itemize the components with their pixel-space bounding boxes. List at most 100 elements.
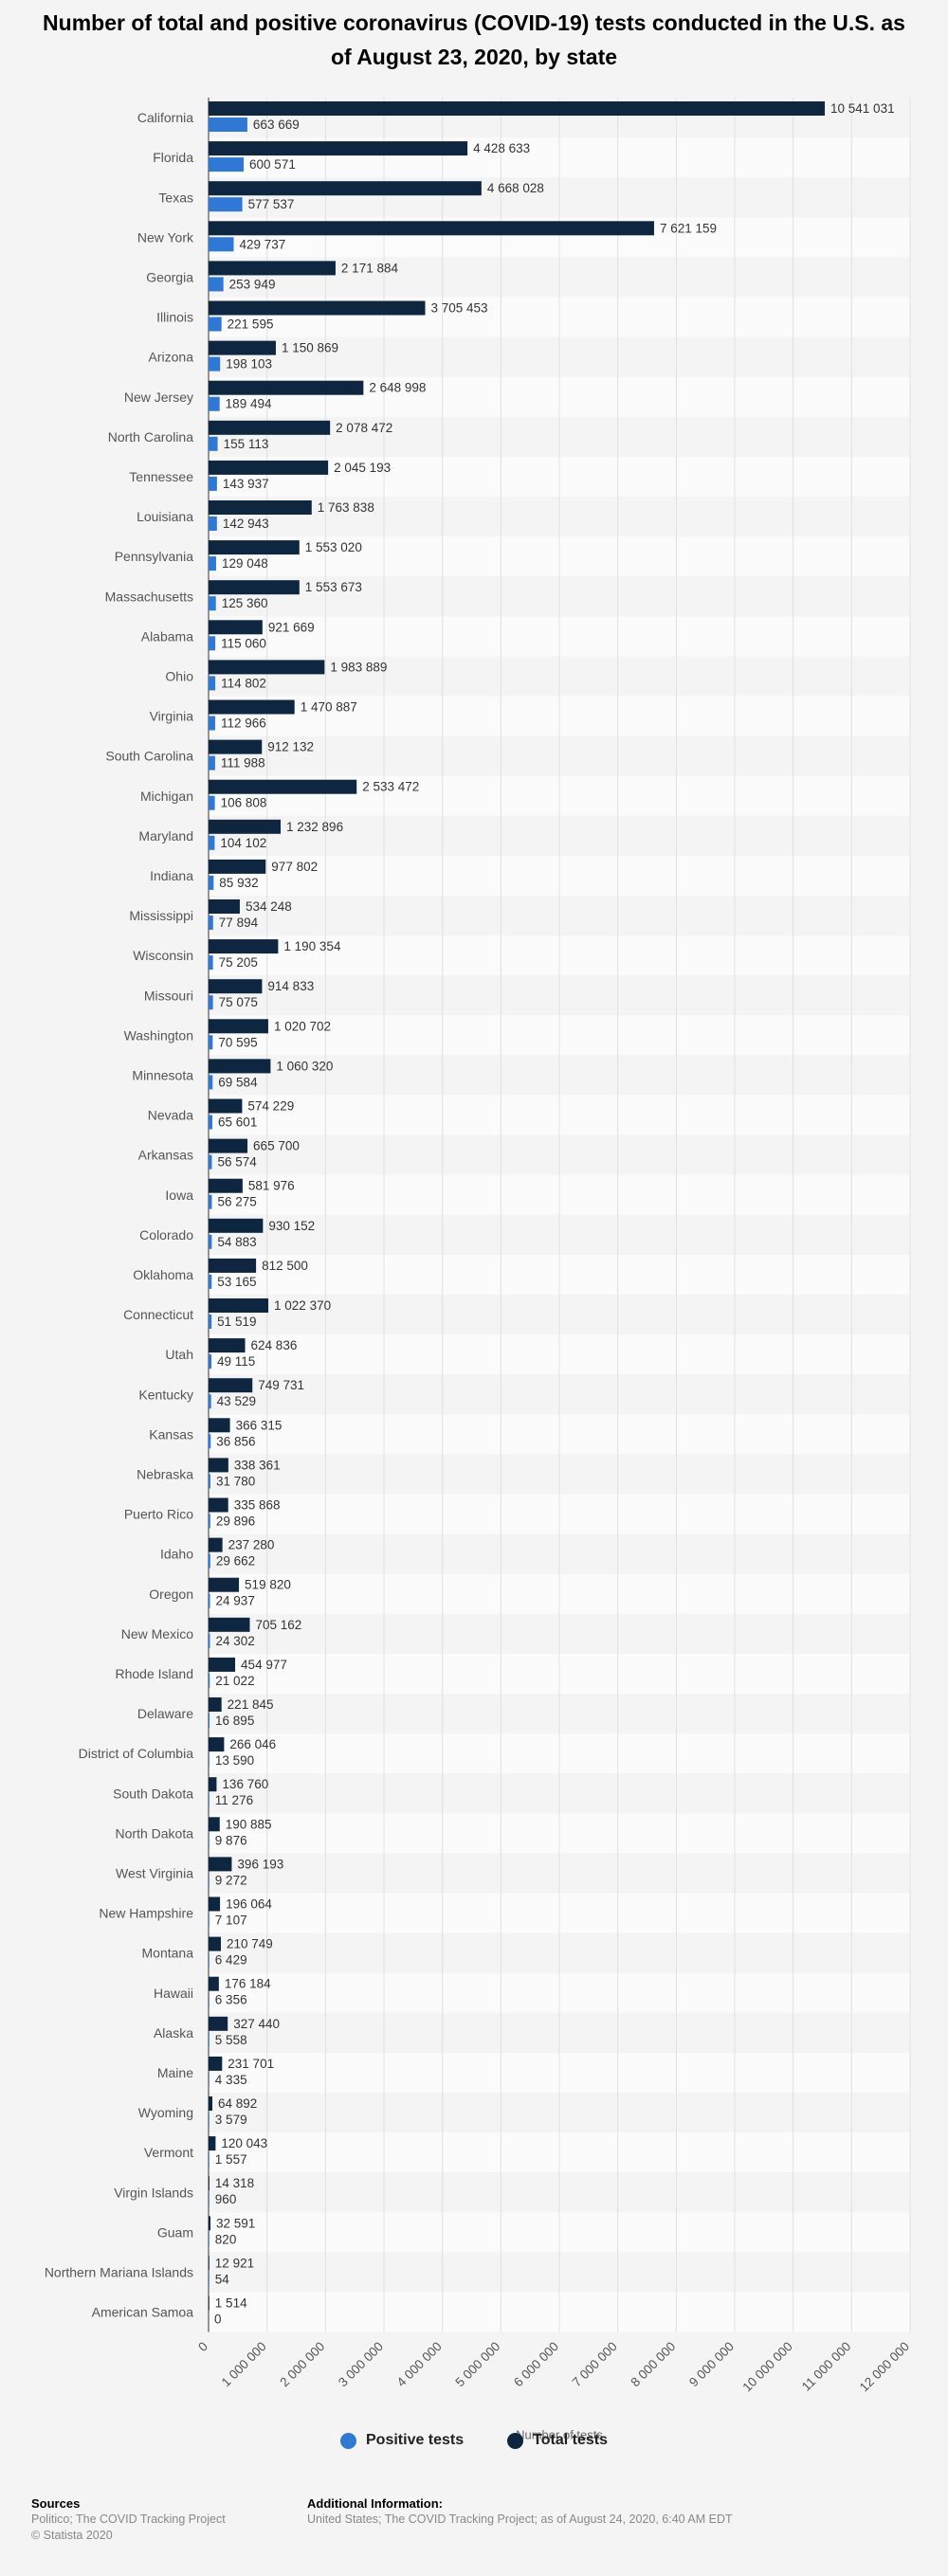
bar-positive-tests[interactable] [209,1633,210,1648]
bar-positive-tests[interactable] [209,2113,210,2127]
bar-total-tests[interactable] [209,859,266,874]
bar-positive-tests[interactable] [209,476,217,491]
bar-total-tests[interactable] [209,1418,230,1433]
bar-positive-tests[interactable] [209,317,222,332]
bar-positive-tests[interactable] [209,676,216,691]
bar-total-tests[interactable] [209,380,364,395]
bar-total-tests[interactable] [209,1059,271,1074]
bar-total-tests[interactable] [209,1138,248,1153]
bar-positive-tests[interactable] [209,2152,210,2168]
bar-positive-tests[interactable] [209,1274,212,1289]
bar-total-tests[interactable] [209,699,295,715]
bar-total-tests[interactable] [209,1936,221,1951]
bar-positive-tests[interactable] [209,2272,210,2287]
bar-total-tests[interactable] [209,1378,253,1393]
bar-positive-tests[interactable] [209,1434,211,1449]
bar-positive-tests[interactable] [209,1194,212,1209]
bar-positive-tests[interactable] [209,1992,210,2007]
bar-positive-tests[interactable] [209,1315,212,1329]
bar-positive-tests[interactable] [209,636,216,651]
bar-total-tests[interactable] [209,1896,221,1912]
bar-positive-tests[interactable] [209,596,216,611]
bar-positive-tests[interactable] [209,1593,210,1608]
bar-total-tests[interactable] [209,2176,210,2191]
bar-positive-tests[interactable] [209,875,214,890]
bar-positive-tests[interactable] [209,755,215,771]
bar-total-tests[interactable] [209,101,826,116]
bar-total-tests[interactable] [209,2136,216,2151]
bar-total-tests[interactable] [209,1817,220,1832]
bar-total-tests[interactable] [209,2056,223,2071]
bar-positive-tests[interactable] [209,1553,210,1569]
bar-total-tests[interactable] [209,340,276,355]
bar-total-tests[interactable] [209,1777,217,1792]
bar-positive-tests[interactable] [209,1075,213,1090]
bar-total-tests[interactable] [209,460,329,475]
bar-total-tests[interactable] [209,1258,257,1273]
bar-positive-tests[interactable] [209,277,224,292]
bar-total-tests[interactable] [209,1019,268,1034]
bar-total-tests[interactable] [209,1857,232,1872]
bar-positive-tests[interactable] [209,2192,210,2207]
bar-positive-tests[interactable] [209,517,217,531]
bar-positive-tests[interactable] [209,1514,210,1529]
legend-item-positive[interactable]: Positive tests [340,2432,464,2449]
bar-positive-tests[interactable] [209,1714,210,1728]
bar-total-tests[interactable] [209,1737,225,1752]
bar-positive-tests[interactable] [209,1154,212,1170]
bar-positive-tests[interactable] [209,795,215,810]
bar-total-tests[interactable] [209,979,263,994]
bar-positive-tests[interactable] [209,995,213,1010]
bar-total-tests[interactable] [209,1098,243,1114]
bar-positive-tests[interactable] [209,1035,213,1050]
legend-item-total[interactable]: Total tests [507,2432,608,2449]
bar-positive-tests[interactable] [209,1474,210,1489]
bar-positive-tests[interactable] [209,1673,210,1688]
bar-positive-tests[interactable] [209,835,215,850]
bar-positive-tests[interactable] [209,2232,210,2247]
bar-positive-tests[interactable] [209,955,213,971]
bar-total-tests[interactable] [209,1577,240,1592]
bar-positive-tests[interactable] [209,356,221,372]
bar-positive-tests[interactable] [209,1115,213,1130]
bar-total-tests[interactable] [209,300,426,316]
bar-total-tests[interactable] [209,221,654,236]
bar-positive-tests[interactable] [209,436,218,451]
bar-total-tests[interactable] [209,660,325,675]
bar-total-tests[interactable] [209,1617,250,1632]
bar-total-tests[interactable] [209,580,300,595]
bar-total-tests[interactable] [209,1178,243,1193]
bar-total-tests[interactable] [209,1218,264,1233]
bar-total-tests[interactable] [209,1458,228,1473]
bar-total-tests[interactable] [209,540,300,555]
bar-total-tests[interactable] [209,2216,211,2231]
bar-total-tests[interactable] [209,939,279,954]
bar-total-tests[interactable] [209,620,263,635]
bar-total-tests[interactable] [209,1657,236,1672]
bar-positive-tests[interactable] [209,1394,211,1409]
bar-positive-tests[interactable] [209,2072,210,2087]
bar-total-tests[interactable] [209,181,482,196]
bar-total-tests[interactable] [209,2256,210,2271]
bar-total-tests[interactable] [209,141,468,156]
bar-total-tests[interactable] [209,1697,222,1712]
bar-total-tests[interactable] [209,500,312,515]
bar-total-tests[interactable] [209,739,263,754]
bar-total-tests[interactable] [209,1298,269,1313]
bar-total-tests[interactable] [209,1976,219,1991]
bar-positive-tests[interactable] [209,1833,210,1848]
bar-total-tests[interactable] [209,1338,246,1353]
bar-total-tests[interactable] [209,2016,228,2031]
bar-positive-tests[interactable] [209,197,243,212]
bar-total-tests[interactable] [209,899,240,914]
bar-total-tests[interactable] [209,2295,210,2311]
bar-positive-tests[interactable] [209,556,216,571]
bar-total-tests[interactable] [209,1497,228,1513]
bar-positive-tests[interactable] [209,1753,210,1769]
bar-positive-tests[interactable] [209,1913,210,1928]
bar-positive-tests[interactable] [209,1873,210,1888]
bar-total-tests[interactable] [209,2096,213,2111]
bar-total-tests[interactable] [209,819,282,834]
bar-total-tests[interactable] [209,779,357,794]
bar-positive-tests[interactable] [209,1234,212,1249]
